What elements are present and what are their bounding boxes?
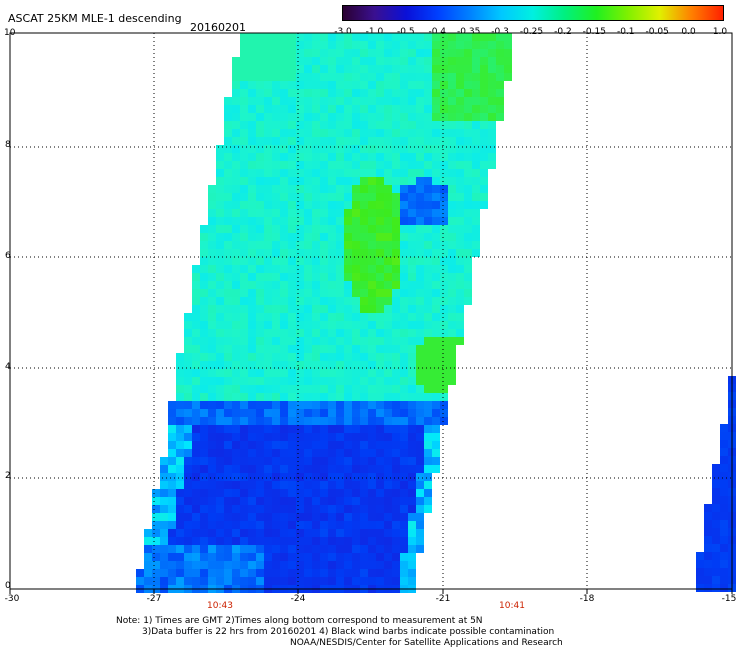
swath-main [136, 33, 512, 593]
color-scale-label: -0.2 [554, 27, 572, 37]
color-scale-label: -1.0 [365, 27, 384, 37]
lat-label: 8 [5, 140, 11, 150]
color-scale-label: -0.4 [428, 27, 447, 37]
map-title: ASCAT 25KM MLE-1 descending [8, 12, 182, 25]
color-scale-bar [342, 5, 724, 21]
lat-label: 4 [5, 362, 11, 372]
lon-label: -21 [435, 594, 451, 604]
pass-time-label: 10:41 [499, 601, 525, 611]
map-date: 20160201 [190, 21, 246, 34]
lon-label: -24 [290, 594, 306, 604]
lon-label: -30 [4, 594, 20, 604]
color-scale-label: 0.0 [681, 27, 696, 37]
color-scale-label: 1.0 [712, 27, 728, 37]
swath-right-edge [696, 376, 736, 592]
color-scale-label: -0.5 [397, 27, 415, 37]
note-line-2: 3)Data buffer is 22 hrs from 20160201 4)… [142, 627, 555, 637]
note-line-1: Note: 1) Times are GMT 2)Times along bot… [116, 616, 483, 626]
color-scale-label: -0.25 [519, 27, 544, 37]
x-tick-marks [9, 589, 733, 594]
color-scale-label: -3.0 [334, 27, 352, 37]
lat-label: 2 [5, 471, 11, 481]
lon-label: -27 [146, 594, 162, 604]
lat-label: 6 [5, 251, 11, 261]
lon-label: -15 [721, 594, 737, 604]
lon-label: -18 [579, 594, 595, 604]
color-scale-label: -0.05 [645, 27, 669, 37]
lat-label: 10 [4, 28, 16, 38]
lat-lon-grid [10, 33, 732, 589]
note-line-3: NOAA/NESDIS/Center for Satellite Applica… [290, 638, 563, 648]
color-scale-label: -0.35 [457, 27, 481, 37]
color-scale-label: -0.15 [582, 27, 606, 37]
lat-label: 0 [5, 581, 11, 591]
pass-time-label: 10:43 [207, 601, 233, 611]
color-scale-label: -0.3 [491, 27, 509, 37]
map-frame [9, 32, 733, 590]
color-scale-label: -0.1 [616, 27, 635, 37]
